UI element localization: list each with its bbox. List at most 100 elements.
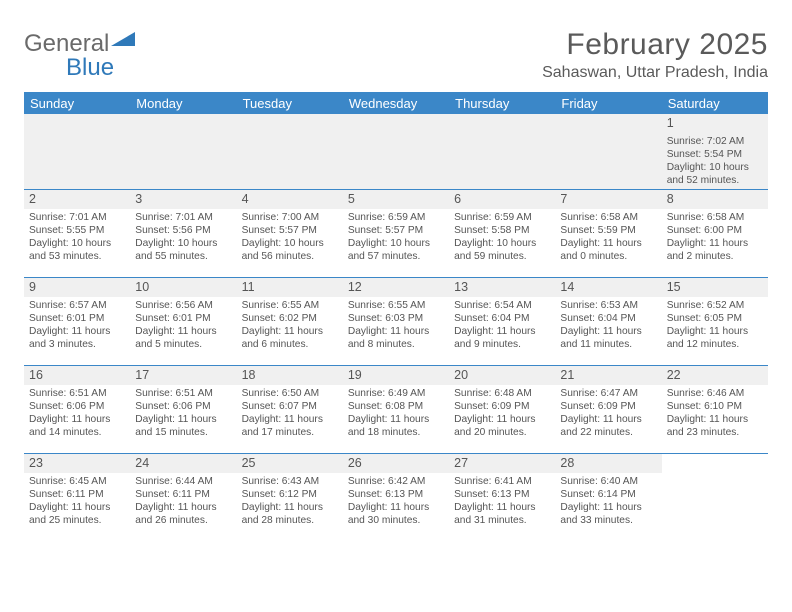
sunset-text: Sunset: 6:07 PM bbox=[242, 400, 338, 413]
day-cell: 28Sunrise: 6:40 AMSunset: 6:14 PMDayligh… bbox=[555, 454, 661, 542]
day-cell: 25Sunrise: 6:43 AMSunset: 6:12 PMDayligh… bbox=[237, 454, 343, 542]
week-row: 1Sunrise: 7:02 AMSunset: 5:54 PMDaylight… bbox=[24, 115, 768, 190]
day-cell: 22Sunrise: 6:46 AMSunset: 6:10 PMDayligh… bbox=[662, 366, 768, 454]
day-cell: 27Sunrise: 6:41 AMSunset: 6:13 PMDayligh… bbox=[449, 454, 555, 542]
day-cell: 3Sunrise: 7:01 AMSunset: 5:56 PMDaylight… bbox=[130, 190, 236, 278]
sunset-text: Sunset: 6:02 PM bbox=[242, 312, 338, 325]
day-number: 12 bbox=[348, 279, 444, 295]
daylight-text: and 5 minutes. bbox=[135, 338, 231, 351]
daylight-text: and 11 minutes. bbox=[560, 338, 656, 351]
daylight-text: Daylight: 11 hours bbox=[454, 325, 550, 338]
day-number: 13 bbox=[454, 279, 550, 295]
week-row: 9Sunrise: 6:57 AMSunset: 6:01 PMDaylight… bbox=[24, 278, 768, 366]
sunrise-text: Sunrise: 7:00 AM bbox=[242, 211, 338, 224]
day-number: 15 bbox=[667, 279, 763, 295]
sunset-text: Sunset: 5:57 PM bbox=[242, 224, 338, 237]
sunset-text: Sunset: 6:06 PM bbox=[29, 400, 125, 413]
day-number: 5 bbox=[348, 191, 444, 207]
daylight-text: Daylight: 11 hours bbox=[242, 501, 338, 514]
day-cell bbox=[130, 115, 236, 190]
daylight-text: and 0 minutes. bbox=[560, 250, 656, 263]
sunset-text: Sunset: 6:04 PM bbox=[560, 312, 656, 325]
daylight-text: Daylight: 10 hours bbox=[29, 237, 125, 250]
sunrise-text: Sunrise: 6:40 AM bbox=[560, 475, 656, 488]
day-cell: 9Sunrise: 6:57 AMSunset: 6:01 PMDaylight… bbox=[24, 278, 130, 366]
sunrise-text: Sunrise: 6:41 AM bbox=[454, 475, 550, 488]
day-number: 16 bbox=[29, 367, 125, 383]
daylight-text: Daylight: 10 hours bbox=[667, 161, 763, 174]
day-number: 2 bbox=[29, 191, 125, 207]
weekday-header: Sunday bbox=[24, 92, 130, 115]
day-number: 22 bbox=[667, 367, 763, 383]
day-number: 28 bbox=[560, 455, 656, 471]
day-cell: 6Sunrise: 6:59 AMSunset: 5:58 PMDaylight… bbox=[449, 190, 555, 278]
daylight-text: and 53 minutes. bbox=[29, 250, 125, 263]
weekday-header-row: Sunday Monday Tuesday Wednesday Thursday… bbox=[24, 92, 768, 115]
weekday-header: Wednesday bbox=[343, 92, 449, 115]
day-number: 14 bbox=[560, 279, 656, 295]
daylight-text: Daylight: 11 hours bbox=[29, 413, 125, 426]
day-cell: 13Sunrise: 6:54 AMSunset: 6:04 PMDayligh… bbox=[449, 278, 555, 366]
day-cell: 5Sunrise: 6:59 AMSunset: 5:57 PMDaylight… bbox=[343, 190, 449, 278]
day-cell bbox=[237, 115, 343, 190]
sunrise-text: Sunrise: 6:46 AM bbox=[667, 387, 763, 400]
sunset-text: Sunset: 6:12 PM bbox=[242, 488, 338, 501]
logo-triangle-icon bbox=[111, 32, 137, 53]
sunset-text: Sunset: 6:09 PM bbox=[454, 400, 550, 413]
sunrise-text: Sunrise: 6:56 AM bbox=[135, 299, 231, 312]
daylight-text: Daylight: 11 hours bbox=[454, 413, 550, 426]
weekday-header: Tuesday bbox=[237, 92, 343, 115]
weekday-header: Monday bbox=[130, 92, 236, 115]
day-number: 19 bbox=[348, 367, 444, 383]
daylight-text: and 2 minutes. bbox=[667, 250, 763, 263]
week-row: 2Sunrise: 7:01 AMSunset: 5:55 PMDaylight… bbox=[24, 190, 768, 278]
sunrise-text: Sunrise: 6:51 AM bbox=[135, 387, 231, 400]
day-number: 21 bbox=[560, 367, 656, 383]
daylight-text: and 12 minutes. bbox=[667, 338, 763, 351]
logo: General Blue bbox=[24, 28, 137, 80]
daylight-text: Daylight: 11 hours bbox=[135, 325, 231, 338]
day-number: 23 bbox=[29, 455, 125, 471]
sunset-text: Sunset: 6:14 PM bbox=[560, 488, 656, 501]
day-cell bbox=[24, 115, 130, 190]
daylight-text: and 23 minutes. bbox=[667, 426, 763, 439]
day-cell bbox=[662, 454, 768, 542]
title-block: February 2025 Sahaswan, Uttar Pradesh, I… bbox=[542, 28, 768, 82]
weekday-header: Thursday bbox=[449, 92, 555, 115]
day-cell: 1Sunrise: 7:02 AMSunset: 5:54 PMDaylight… bbox=[662, 115, 768, 190]
daylight-text: Daylight: 11 hours bbox=[242, 413, 338, 426]
daylight-text: Daylight: 11 hours bbox=[348, 413, 444, 426]
sunset-text: Sunset: 5:54 PM bbox=[667, 148, 763, 161]
sunrise-text: Sunrise: 6:47 AM bbox=[560, 387, 656, 400]
weekday-header: Friday bbox=[555, 92, 661, 115]
sunrise-text: Sunrise: 6:55 AM bbox=[348, 299, 444, 312]
daylight-text: and 6 minutes. bbox=[242, 338, 338, 351]
daylight-text: Daylight: 11 hours bbox=[560, 237, 656, 250]
sunset-text: Sunset: 5:56 PM bbox=[135, 224, 231, 237]
daylight-text: Daylight: 11 hours bbox=[667, 237, 763, 250]
day-number: 20 bbox=[454, 367, 550, 383]
day-cell: 2Sunrise: 7:01 AMSunset: 5:55 PMDaylight… bbox=[24, 190, 130, 278]
logo-word2: Blue bbox=[24, 54, 114, 81]
sunset-text: Sunset: 6:08 PM bbox=[348, 400, 444, 413]
daylight-text: Daylight: 11 hours bbox=[348, 325, 444, 338]
week-row: 23Sunrise: 6:45 AMSunset: 6:11 PMDayligh… bbox=[24, 454, 768, 542]
day-number: 17 bbox=[135, 367, 231, 383]
daylight-text: and 55 minutes. bbox=[135, 250, 231, 263]
sunset-text: Sunset: 6:05 PM bbox=[667, 312, 763, 325]
sunset-text: Sunset: 6:09 PM bbox=[560, 400, 656, 413]
logo-text-block: General Blue bbox=[24, 32, 137, 80]
sunrise-text: Sunrise: 6:45 AM bbox=[29, 475, 125, 488]
daylight-text: and 20 minutes. bbox=[454, 426, 550, 439]
sunset-text: Sunset: 6:01 PM bbox=[29, 312, 125, 325]
sunrise-text: Sunrise: 6:49 AM bbox=[348, 387, 444, 400]
day-cell: 15Sunrise: 6:52 AMSunset: 6:05 PMDayligh… bbox=[662, 278, 768, 366]
day-cell: 8Sunrise: 6:58 AMSunset: 6:00 PMDaylight… bbox=[662, 190, 768, 278]
sunset-text: Sunset: 6:01 PM bbox=[135, 312, 231, 325]
day-number: 9 bbox=[29, 279, 125, 295]
daylight-text: and 25 minutes. bbox=[29, 514, 125, 527]
day-cell: 12Sunrise: 6:55 AMSunset: 6:03 PMDayligh… bbox=[343, 278, 449, 366]
logo-word1: General bbox=[24, 30, 109, 57]
sunset-text: Sunset: 5:57 PM bbox=[348, 224, 444, 237]
day-cell: 21Sunrise: 6:47 AMSunset: 6:09 PMDayligh… bbox=[555, 366, 661, 454]
